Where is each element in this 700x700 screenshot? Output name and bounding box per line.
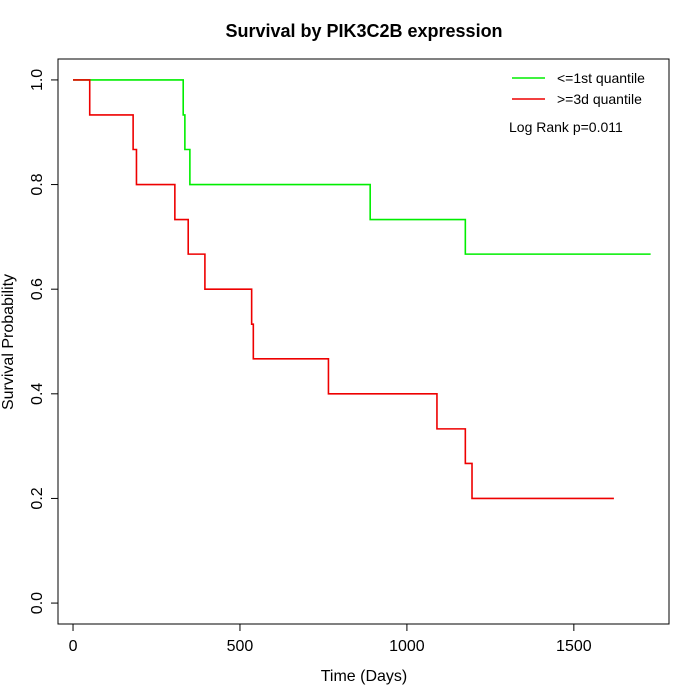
y-tick-label: 0.6: [29, 278, 46, 300]
x-tick-label: 1500: [556, 638, 592, 655]
y-axis: 0.0 0.2 0.4 0.6 0.8 1.0: [29, 69, 59, 614]
series-line-low-quantile: [73, 79, 651, 255]
legend: <=1st quantile >=3d quantile: [512, 70, 645, 107]
chart-title: Survival by PIK3C2B expression: [225, 21, 502, 41]
y-tick-label: 0.4: [29, 383, 46, 405]
x-tick-label: 0: [69, 638, 78, 655]
plot-frame: [57, 58, 670, 625]
legend-label-low-quantile: <=1st quantile: [557, 70, 645, 86]
series-lines: [73, 79, 651, 500]
legend-label-high-quantile: >=3d quantile: [557, 91, 642, 107]
series-line-high-quantile: [73, 79, 614, 500]
x-tick-label: 1000: [389, 638, 425, 655]
y-axis-label: Survival Probability: [0, 274, 17, 410]
x-axis-label: Time (Days): [321, 668, 408, 685]
y-tick-label: 1.0: [29, 69, 46, 91]
y-tick-label: 0.0: [29, 592, 46, 614]
log-rank-annotation: Log Rank p=0.011: [509, 119, 623, 135]
y-tick-label: 0.2: [29, 487, 46, 509]
x-axis: 0 500 1000 1500: [69, 623, 592, 655]
y-tick-label: 0.8: [29, 173, 46, 195]
x-tick-label: 500: [227, 638, 254, 655]
